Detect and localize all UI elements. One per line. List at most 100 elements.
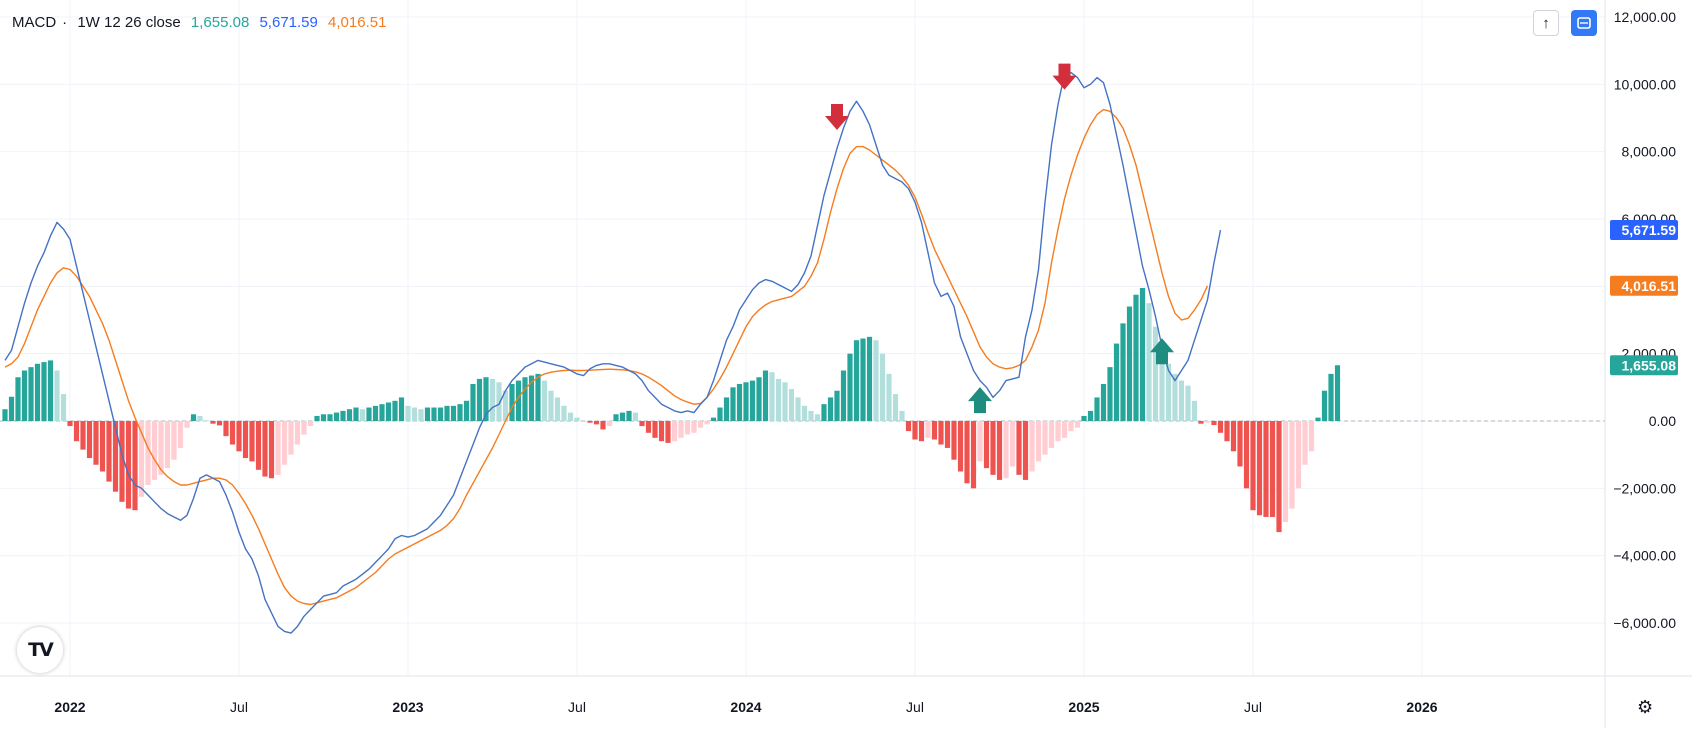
legend-name: MACD [12, 14, 57, 31]
histogram-bar [951, 421, 957, 460]
histogram-bar [132, 421, 138, 511]
histogram-bar [905, 421, 912, 432]
histogram-bar [567, 412, 574, 421]
histogram-bar [541, 380, 548, 421]
histogram-bar [2, 409, 8, 421]
time-axis[interactable]: 2022 Jul 2023 Jul 2024 Jul 2025 Jul 2026 [54, 699, 1437, 715]
gear-icon[interactable]: ⚙ [1637, 697, 1654, 717]
auto-scale-button[interactable] [1571, 10, 1597, 36]
histogram-bar [632, 412, 639, 421]
histogram-bar [1165, 363, 1172, 421]
histogram-bar [639, 421, 645, 427]
arrow-up-marker[interactable] [968, 387, 992, 414]
histogram-bar [1159, 353, 1165, 421]
histogram-bar [996, 421, 1003, 480]
histogram-bar [1152, 326, 1159, 421]
y-tick-label: 8,000.00 [1622, 144, 1677, 160]
histogram-bar [1100, 383, 1107, 421]
histogram-bar [983, 421, 990, 469]
histogram-bar [197, 415, 203, 421]
histogram-bar [424, 407, 431, 421]
histogram-bar [502, 390, 509, 421]
histogram-bar [86, 421, 93, 459]
y-tick-label: −4,000.00 [1613, 548, 1676, 564]
histogram-bar [957, 421, 964, 472]
histogram-bar [431, 407, 437, 421]
histogram-bar [8, 396, 15, 421]
histogram-bar [554, 397, 561, 421]
histogram-bar [242, 421, 249, 459]
arrow-down-marker[interactable] [825, 104, 849, 130]
histogram-bar [1334, 365, 1341, 421]
price-badge-macd: 5,671.59 [1610, 220, 1678, 241]
histogram-bar [873, 340, 879, 421]
histogram-bar [749, 380, 756, 421]
histogram-bar [931, 421, 938, 440]
price-axis[interactable]: 12,000.0010,000.008,000.006,000.004,000.… [1613, 9, 1676, 631]
arrow-down-marker[interactable] [1052, 63, 1077, 90]
histogram-bar [1256, 421, 1263, 516]
histogram-bar [814, 414, 821, 421]
histogram-bar [756, 377, 762, 421]
histogram-bar [216, 421, 223, 426]
histogram-bar [548, 390, 554, 421]
histogram-bar [47, 360, 54, 421]
legend-hist-value: 1,655.08 [190, 14, 250, 31]
histogram-bar [255, 421, 262, 470]
histogram-bar [697, 421, 704, 428]
histogram-bar [93, 421, 99, 465]
histogram-bar [470, 383, 476, 421]
histogram-bar [67, 421, 73, 427]
histogram-bar [964, 421, 970, 484]
y-tick-label: 12,000.00 [1614, 9, 1676, 25]
histogram-bar [1042, 421, 1048, 455]
histogram-bar [1133, 294, 1139, 421]
histogram-bar [866, 336, 873, 421]
histogram-bar [652, 421, 658, 438]
histogram-bar [1016, 421, 1022, 475]
histogram-bar [1003, 421, 1009, 479]
histogram-bar [528, 375, 535, 421]
price-badge-signal: 4,016.51 [1610, 275, 1678, 296]
histogram-bar [301, 421, 307, 435]
x-tick-label: Jul [1244, 699, 1262, 715]
histogram-bar [457, 404, 463, 421]
tradingview-logo-icon[interactable]: TV [17, 627, 63, 673]
histogram-bar [444, 405, 450, 421]
histogram-bar [704, 421, 710, 425]
price-badge-text: 4,016.51 [1622, 278, 1677, 294]
y-tick-label: 10,000.00 [1614, 76, 1676, 92]
histogram-bar [1211, 421, 1217, 426]
x-tick-label: 2024 [730, 699, 761, 715]
arrow-up-icon: ↑ [1542, 14, 1550, 32]
x-tick-label: 2025 [1068, 699, 1099, 715]
histogram-bar [320, 414, 327, 421]
histogram-bar [912, 421, 918, 440]
histogram-bar [359, 409, 366, 421]
histogram-bar [561, 405, 567, 421]
auto-scale-icon [1577, 17, 1591, 29]
histogram-bar [970, 421, 977, 489]
histogram-bar [1185, 385, 1191, 421]
histogram-bar [1126, 306, 1133, 421]
price-badge-histogram: 1,655.08 [1610, 355, 1678, 376]
scroll-up-button[interactable]: ↑ [1533, 10, 1559, 36]
histogram-bar [21, 370, 28, 421]
histogram [2, 288, 1341, 533]
legend-separator: · [62, 14, 68, 31]
histogram-bar [379, 404, 385, 421]
histogram-bar [184, 421, 190, 428]
histogram-bar [366, 407, 372, 421]
histogram-bar [795, 397, 801, 421]
histogram-bar [1230, 421, 1237, 452]
arrow-up-marker[interactable] [1150, 338, 1174, 365]
histogram-bar [288, 421, 294, 455]
indicator-legend[interactable]: MACD · 1W 12 26 close 1,655.08 5,671.59 4… [12, 14, 392, 31]
histogram-bar [938, 421, 944, 445]
histogram-bar [827, 397, 834, 421]
histogram-bar [879, 353, 886, 421]
x-tick-label: Jul [568, 699, 586, 715]
y-tick-label: 0.00 [1649, 413, 1676, 429]
